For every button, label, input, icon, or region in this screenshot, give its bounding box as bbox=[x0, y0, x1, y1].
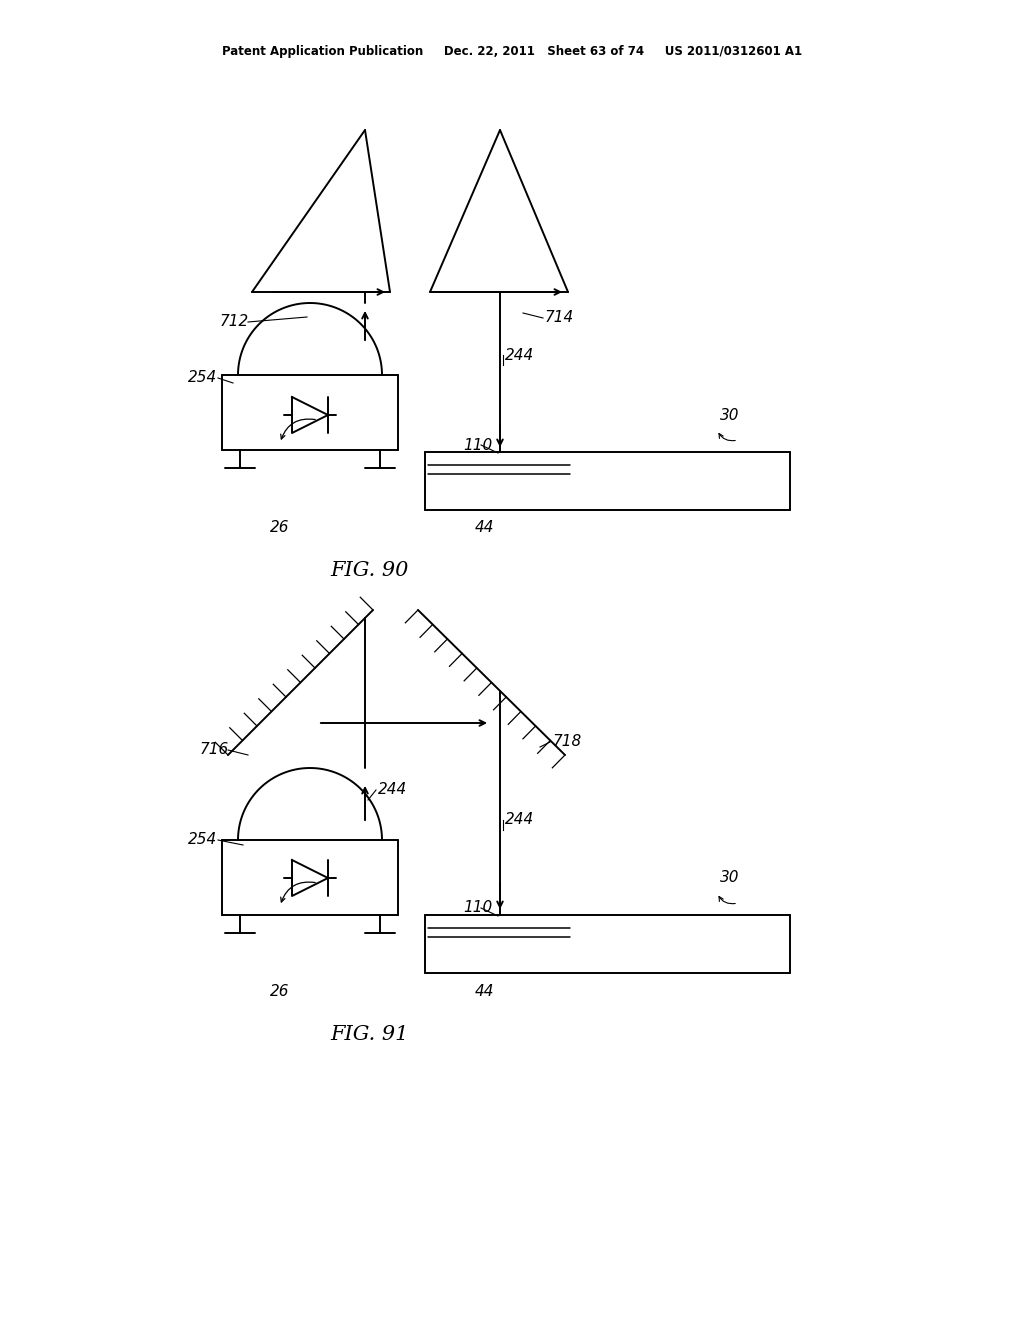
Text: 110: 110 bbox=[463, 437, 493, 453]
Text: 714: 714 bbox=[545, 310, 574, 326]
Text: 26: 26 bbox=[270, 520, 290, 536]
Text: 244: 244 bbox=[378, 783, 408, 797]
Text: 244: 244 bbox=[505, 813, 535, 828]
Text: 254: 254 bbox=[188, 833, 217, 847]
Text: Patent Application Publication     Dec. 22, 2011   Sheet 63 of 74     US 2011/03: Patent Application Publication Dec. 22, … bbox=[222, 45, 802, 58]
Text: 30: 30 bbox=[720, 408, 739, 422]
Text: 26: 26 bbox=[270, 985, 290, 999]
Text: 110: 110 bbox=[463, 900, 493, 916]
Text: FIG. 91: FIG. 91 bbox=[331, 1026, 410, 1044]
Text: 30: 30 bbox=[720, 870, 739, 886]
Text: 254: 254 bbox=[188, 371, 217, 385]
Text: 712: 712 bbox=[220, 314, 249, 330]
Text: 44: 44 bbox=[475, 520, 495, 536]
Text: 716: 716 bbox=[200, 742, 229, 758]
Text: 718: 718 bbox=[553, 734, 583, 750]
Text: 44: 44 bbox=[475, 985, 495, 999]
Text: 244: 244 bbox=[505, 347, 535, 363]
Text: FIG. 90: FIG. 90 bbox=[331, 561, 410, 579]
